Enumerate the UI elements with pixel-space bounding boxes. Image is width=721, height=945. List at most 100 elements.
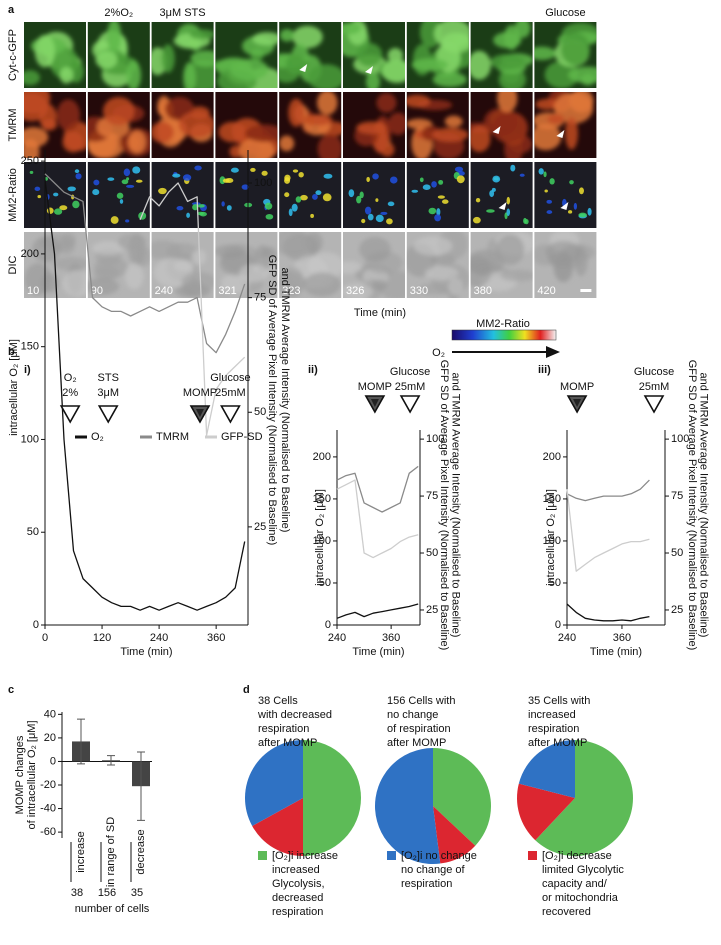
legend-label: O₂: [91, 431, 104, 443]
cell-blob: [496, 234, 525, 266]
cell-blob: [470, 254, 492, 287]
cell-blob: [492, 175, 501, 183]
cell-blob: [102, 96, 135, 126]
cell-blob: [67, 186, 76, 192]
cell-blob: [53, 192, 59, 197]
data-line: [336, 465, 419, 513]
cell-blob: [432, 127, 469, 142]
x-tick-label: decrease: [135, 829, 147, 874]
cell-blob: [428, 207, 437, 215]
micrograph: [87, 92, 150, 158]
panel-sublabel: iii): [538, 364, 551, 376]
cell-blob: [72, 200, 80, 209]
image-content: [472, 164, 529, 225]
cell-blob: [60, 232, 76, 247]
micrograph: [343, 22, 405, 88]
y2-tick-label: 100: [426, 433, 444, 445]
legend-swatch: [528, 851, 537, 860]
annotation-text: Glucose: [390, 366, 430, 378]
cell-blob: [310, 213, 314, 218]
image-content: [87, 233, 150, 296]
y-tick-label: 200: [543, 451, 561, 463]
cell-blob: [93, 179, 100, 186]
x-tick-label: 240: [558, 632, 576, 644]
y2-tick-label: 50: [671, 547, 683, 559]
y-tick-label: 50: [549, 577, 561, 589]
cell-blob: [441, 199, 449, 204]
cell-blob: [264, 202, 273, 210]
cell-blob: [406, 94, 431, 108]
cell-blob: [158, 187, 167, 195]
event-marker-inner: [370, 399, 379, 407]
y-tick-label: -20: [40, 779, 56, 791]
cell-blob: [366, 176, 370, 183]
cell-blob: [317, 134, 342, 158]
cell-blob: [569, 180, 574, 185]
image-content: [24, 31, 84, 86]
annotation-text: Glucose: [210, 372, 250, 384]
image-content: [470, 232, 533, 292]
cell-count: 35: [131, 887, 143, 899]
cell-blob: [493, 32, 522, 49]
cell-blob: [300, 194, 308, 201]
data-line: [566, 489, 650, 572]
cell-blob: [117, 233, 147, 251]
cell-blob: [381, 59, 405, 84]
cell-blob: [221, 201, 225, 207]
cell-blob: [359, 191, 364, 199]
cell-blob: [176, 206, 184, 211]
cell-blob: [62, 270, 86, 297]
image-content: [24, 232, 86, 297]
cell-blob: [166, 243, 199, 260]
event-marker: [97, 405, 119, 424]
arrowhead: [556, 130, 565, 138]
cell-blob: [302, 114, 333, 126]
y-tick-label: 250: [21, 155, 39, 167]
event-marker: [220, 405, 241, 424]
cell-blob: [411, 58, 448, 72]
y-axis-label: intracellular O₂ [μM]: [8, 339, 20, 436]
cell-blob: [437, 195, 445, 199]
cell-blob: [365, 71, 381, 88]
y2-axis-label: and TMRM Average Intensity (Normalised t…: [450, 373, 462, 638]
event-marker-inner: [573, 399, 582, 407]
cell-blob: [190, 50, 214, 67]
cell-blob: [567, 210, 573, 214]
cell-blob: [316, 92, 338, 115]
cell-blob: [431, 181, 437, 188]
time-label: 380: [474, 285, 492, 297]
y2-axis-label: GFP SD of Average Pixel Intensity (Norma…: [686, 360, 698, 651]
cell-blob: [546, 199, 553, 204]
cell-blob: [307, 252, 342, 279]
cell-blob: [288, 98, 305, 127]
arrowhead: [299, 64, 308, 72]
cell-blob: [24, 70, 41, 86]
micrograph: [87, 162, 150, 228]
data-line: [566, 603, 650, 622]
micrograph: [534, 162, 597, 228]
pie-title: with decreased: [257, 709, 332, 721]
image-content: [470, 92, 533, 158]
cell-blob: [238, 137, 275, 158]
cell-blob: [29, 170, 34, 174]
legend-label: respiration: [272, 906, 323, 918]
annotation-text: 25mM: [395, 381, 426, 393]
cell-blob: [182, 174, 192, 181]
cell-blob: [565, 117, 578, 150]
cell-blob: [121, 179, 129, 185]
y2-tick-label: 25: [426, 604, 438, 616]
cell-blob: [192, 204, 199, 211]
y-tick-label: 200: [21, 248, 39, 260]
cell-blob: [134, 245, 150, 267]
image-background: [470, 162, 533, 228]
y-tick-label: 200: [313, 451, 331, 463]
micrograph: [470, 22, 533, 88]
cell-blob: [486, 238, 499, 269]
cell-blob: [343, 22, 361, 35]
cell-blob: [538, 168, 544, 175]
annotation-text: 2%: [62, 387, 78, 399]
image-content: [279, 25, 342, 88]
cell-blob: [125, 60, 142, 88]
cell-blob: [490, 54, 525, 70]
cell-blob: [375, 214, 384, 223]
